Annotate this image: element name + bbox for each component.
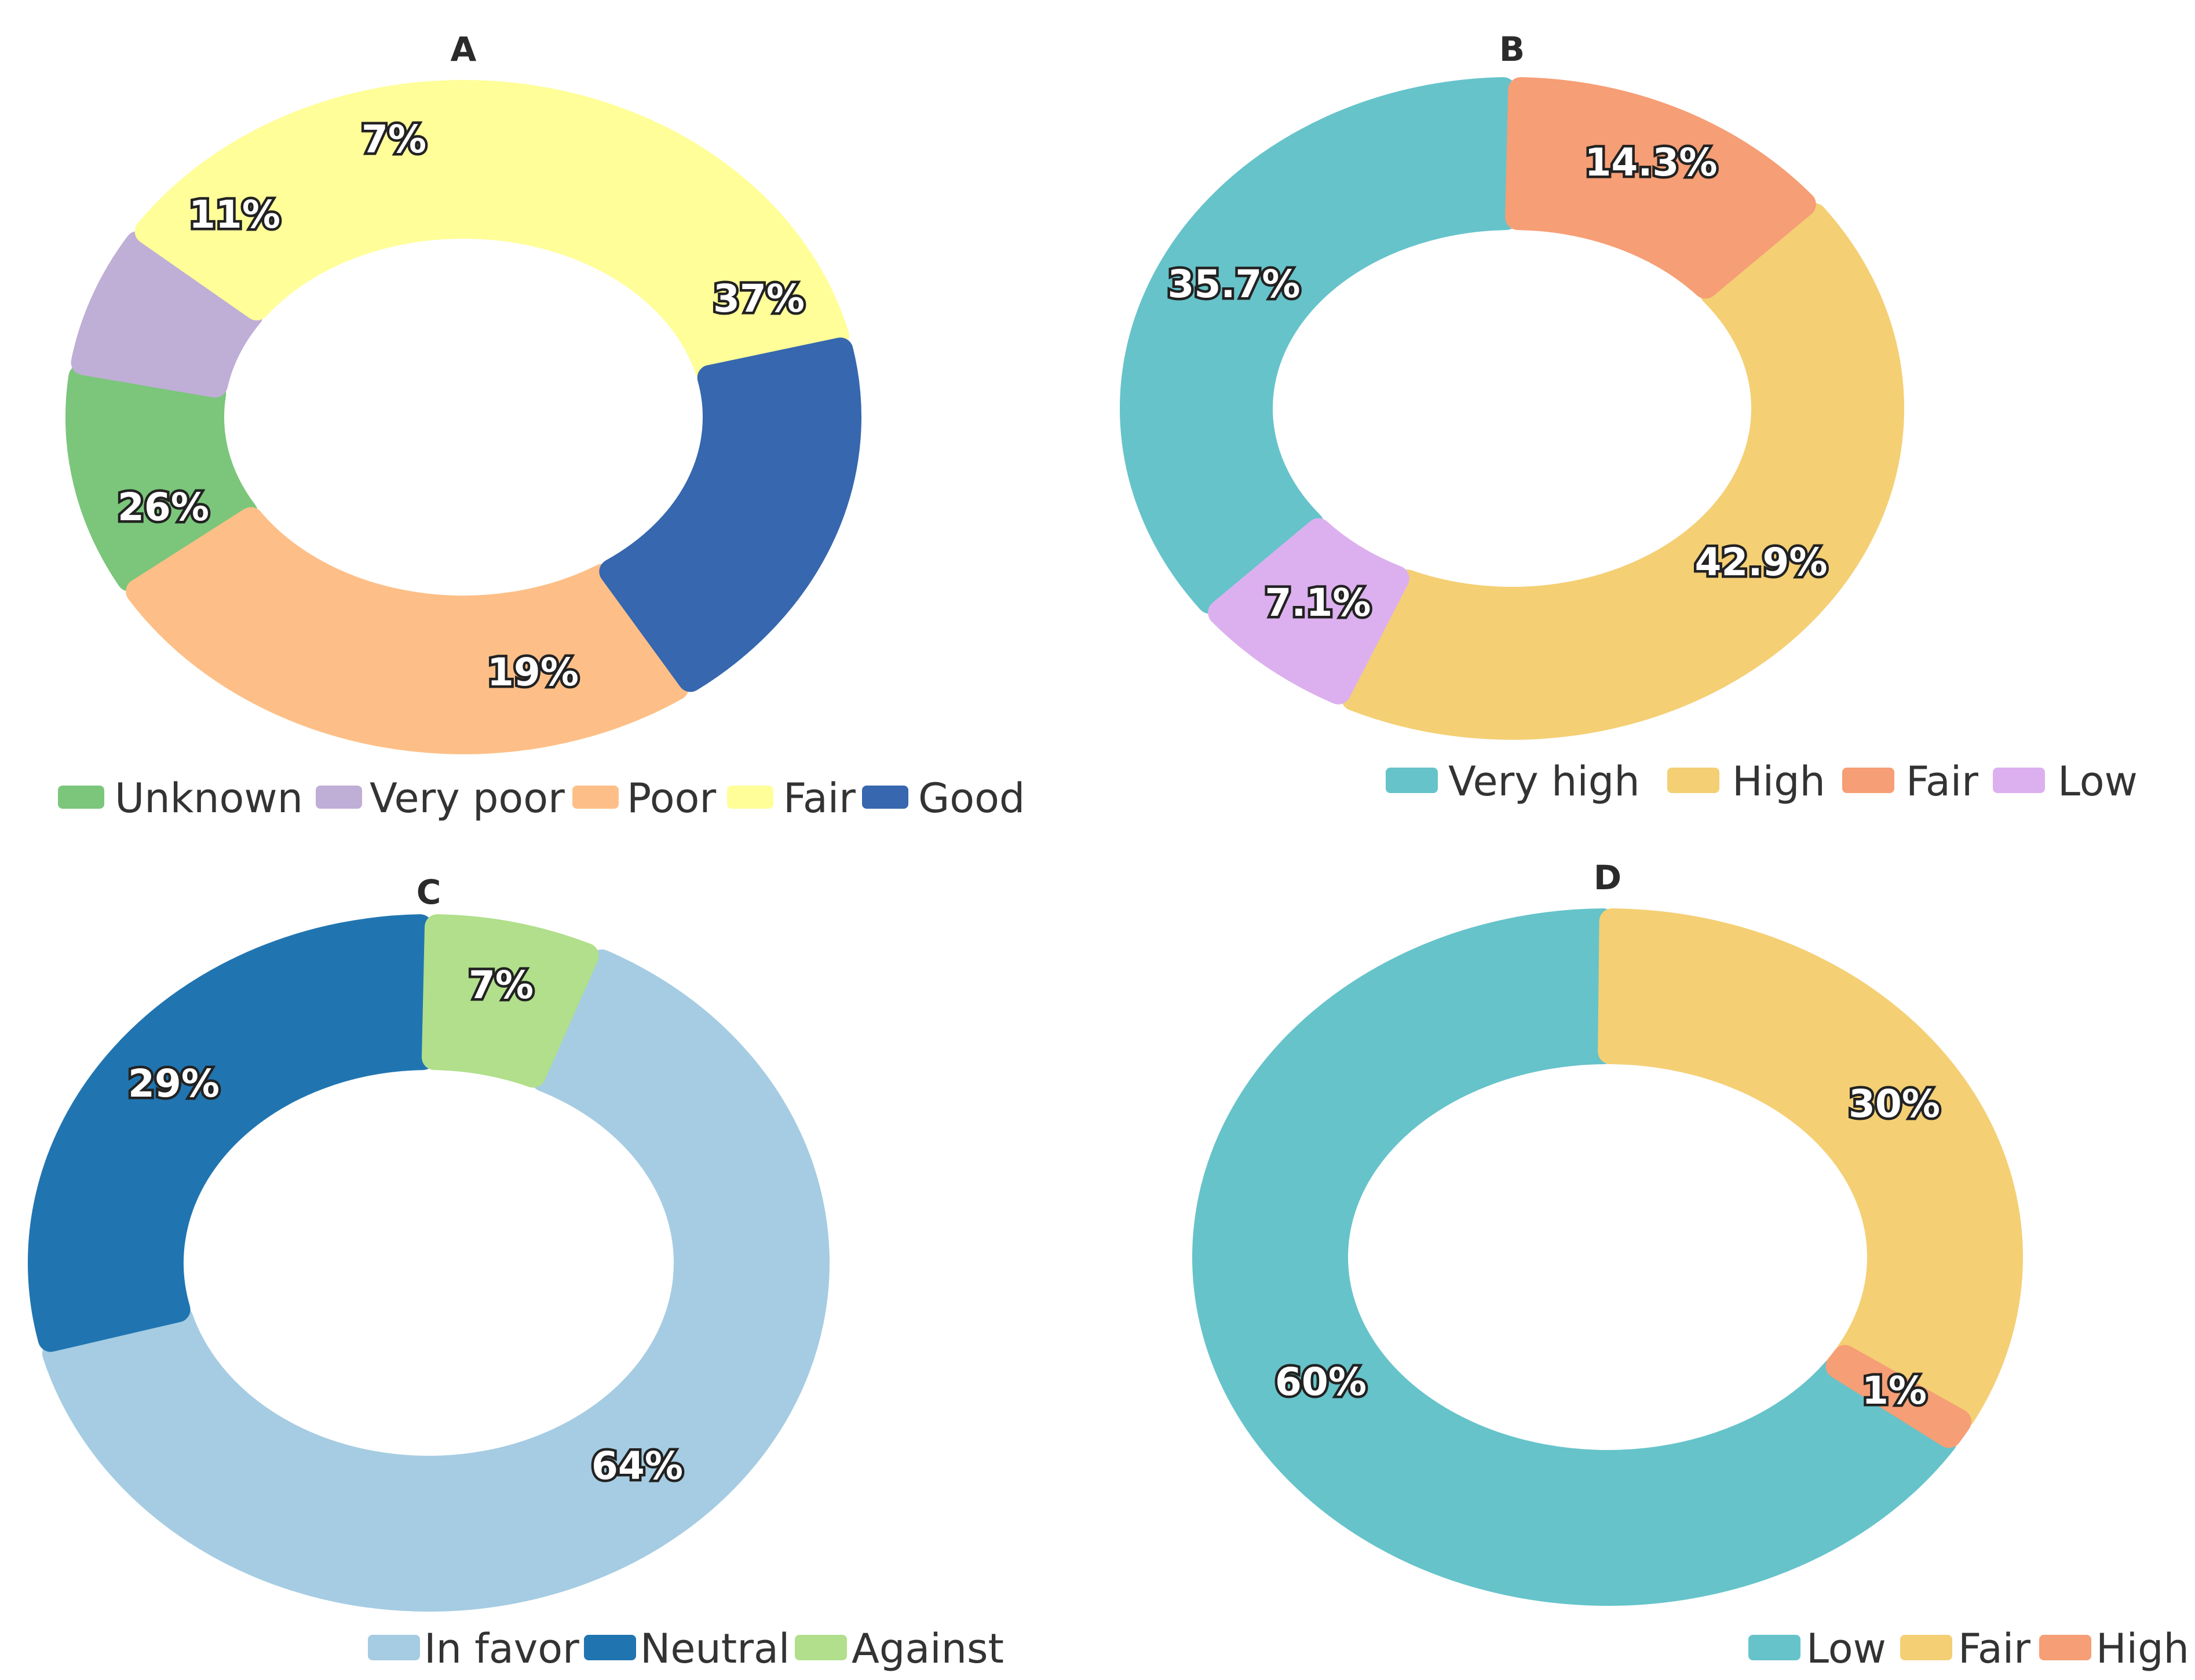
legend-swatch-c-against: [795, 1635, 847, 1660]
label-b-high: 42.9%: [1695, 540, 1828, 585]
label-c-neutral: 29%: [128, 1061, 220, 1106]
legend-label-b-fair: Fair: [1906, 758, 1978, 805]
legend-swatch-a-unknown: [58, 786, 104, 809]
panel-a: A 11% 7% 26% 37% 19% Unknown Very poor P…: [58, 30, 1025, 822]
slice-a-unknown: [65, 364, 258, 592]
panel-a-labels: 11% 7% 26% 37% 19%: [115, 115, 808, 697]
panel-c-labels: 64% 29% 7%: [126, 960, 686, 1491]
legend-swatch-b-fair: [1842, 768, 1894, 793]
legend-swatch-d-low: [1748, 1635, 1800, 1660]
panel-d-slices: [1192, 908, 2023, 1606]
slice-a-poor: [126, 507, 689, 754]
legend-label-a-very-poor: Very poor: [370, 775, 565, 822]
legend-label-a-poor: Poor: [627, 775, 716, 822]
legend-swatch-c-neutral: [584, 1635, 636, 1660]
slice-a-good: [599, 337, 861, 692]
legend-label-c-neutral: Neutral: [640, 1625, 790, 1672]
legend-label-b-high: High: [1732, 758, 1825, 805]
slice-a-very-poor: [71, 231, 264, 398]
panel-d: D 60% 30% 1% Low Fair High: [1192, 858, 2189, 1672]
panel-d-legend: Low Fair High: [1748, 1625, 2189, 1672]
panel-c: C 64% 29% 7% In favor Neutral Against: [28, 872, 1004, 1672]
slice-a-fair: [134, 80, 849, 382]
label-c-in-favor: 64%: [591, 1444, 683, 1488]
panel-b-legend: Very high High Fair Low: [1386, 758, 2138, 805]
label-d-fair: 30%: [1849, 1082, 1940, 1126]
legend-swatch-d-high: [2039, 1635, 2091, 1660]
panel-c-legend: In favor Neutral Against: [368, 1625, 1004, 1672]
legend-swatch-b-very-high: [1386, 768, 1438, 793]
legend-label-b-low: Low: [2058, 758, 2138, 805]
legend-swatch-c-in-favor: [368, 1635, 420, 1660]
label-a-good: 19%: [487, 650, 579, 695]
legend-label-a-good: Good: [918, 775, 1025, 822]
panel-c-title: C: [417, 872, 441, 912]
slice-d-fair: [1598, 908, 2023, 1428]
panel-d-labels: 60% 30% 1%: [1273, 1079, 1943, 1416]
label-a-fair: 37%: [713, 276, 805, 321]
panel-a-legend: Unknown Very poor Poor Fair Good: [58, 775, 1025, 822]
label-b-fair: 14.3%: [1585, 140, 1718, 185]
legend-label-d-fair: Fair: [1958, 1625, 2030, 1672]
legend-swatch-b-low: [1993, 768, 2045, 793]
panel-b-slices: [1120, 77, 1905, 740]
slice-c-neutral: [28, 914, 436, 1352]
legend-swatch-a-poor: [572, 786, 619, 809]
label-d-low: 60%: [1275, 1360, 1367, 1404]
legend-label-b-very-high: Very high: [1448, 758, 1640, 805]
legend-label-d-high: High: [2096, 1625, 2189, 1672]
slice-c-against: [421, 914, 599, 1088]
panel-b-labels: 35.7% 42.9% 14.3% 7.1%: [1165, 138, 1830, 628]
label-d-high: 1%: [1862, 1368, 1927, 1413]
slice-d-low: [1192, 908, 1957, 1606]
slice-b-high: [1341, 203, 1905, 740]
panel-a-title: A: [451, 30, 477, 69]
legend-label-c-in-favor: In favor: [424, 1625, 579, 1672]
panel-c-slices: [28, 914, 830, 1612]
panel-b: B 35.7% 42.9% 14.3% 7.1% Very high High …: [1120, 30, 2138, 805]
panel-d-title: D: [1594, 858, 1621, 897]
slice-c-in-favor: [42, 949, 830, 1612]
slice-d-high: [1825, 1345, 1972, 1448]
label-b-very-high: 35.7%: [1168, 262, 1301, 306]
slice-b-fair: [1505, 77, 1816, 299]
slice-b-very-high: [1120, 77, 1519, 614]
label-c-against: 7%: [469, 963, 534, 1007]
panel-a-slices: [65, 80, 861, 754]
label-a-poor: 26%: [118, 485, 209, 529]
legend-label-d-low: Low: [1806, 1625, 1886, 1672]
legend-label-a-unknown: Unknown: [115, 775, 303, 822]
legend-swatch-b-high: [1667, 768, 1719, 793]
legend-label-c-against: Against: [852, 1625, 1004, 1672]
panel-b-title: B: [1499, 30, 1525, 69]
label-b-low: 7.1%: [1265, 580, 1371, 625]
label-a-unknown: 11%: [189, 192, 280, 237]
slice-b-low: [1208, 518, 1409, 704]
legend-swatch-a-fair: [727, 786, 773, 809]
legend-label-a-fair: Fair: [783, 775, 856, 822]
legend-swatch-d-fair: [1900, 1635, 1952, 1660]
legend-swatch-a-good: [862, 786, 908, 809]
label-a-very-poor: 7%: [361, 117, 426, 162]
legend-swatch-a-very-poor: [316, 786, 362, 809]
